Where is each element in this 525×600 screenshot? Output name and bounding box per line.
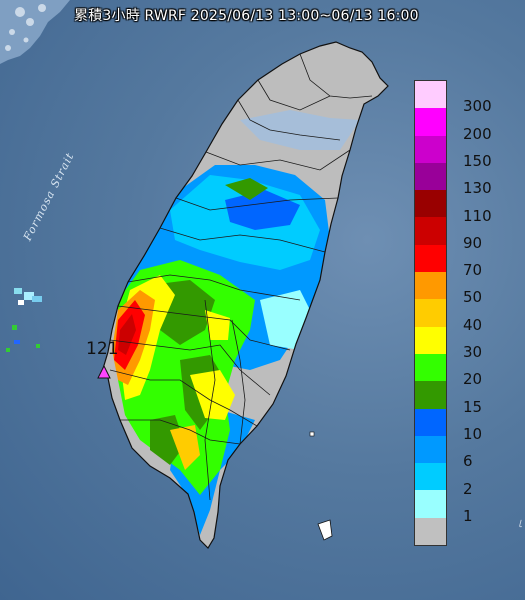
- legend-swatch: [415, 435, 446, 464]
- legend-swatch: [415, 108, 446, 136]
- legend-swatch: [415, 162, 446, 191]
- legend-label: 30: [463, 343, 483, 361]
- legend-label: 1: [463, 506, 473, 525]
- legend-swatch: [415, 135, 446, 163]
- peak-marker-icon: [97, 364, 111, 379]
- legend-label: 130: [463, 179, 492, 198]
- legend-swatch: [415, 490, 446, 518]
- legend-label: 70: [463, 261, 483, 280]
- cloud-specks: [5, 4, 46, 51]
- legend-swatch: [415, 517, 446, 546]
- corner-mark: ｌ: [515, 520, 525, 530]
- legend-swatch: [415, 244, 446, 273]
- penghu-islands: [6, 288, 42, 352]
- legend-swatch: [415, 190, 446, 218]
- legend-label: 110: [463, 206, 492, 225]
- legend-swatch: [415, 326, 446, 354]
- legend-swatch: [415, 272, 446, 300]
- legend-swatch: [415, 381, 446, 409]
- map-title: 累積3小時 RWRF 2025/06/13 13:00~06/13 16:00: [74, 8, 419, 24]
- legend-label: 20: [463, 370, 483, 389]
- eastern-islands: [309, 431, 333, 541]
- legend-label: 10: [463, 424, 483, 443]
- legend-swatch: [415, 81, 446, 109]
- legend-label: 90: [463, 233, 483, 252]
- legend-label: 40: [463, 315, 483, 334]
- legend-label: 50: [463, 288, 483, 307]
- island-outline: [101, 41, 389, 549]
- county-boundaries: [109, 53, 373, 501]
- legend-swatch: [415, 353, 446, 382]
- legend-label: 200: [463, 124, 492, 143]
- legend-label: 150: [463, 151, 492, 170]
- legend-swatch: [415, 408, 446, 436]
- taiwan-island: [101, 41, 389, 549]
- legend-swatch: [415, 217, 446, 245]
- legend-label: 2: [463, 479, 473, 498]
- legend-swatch: [415, 299, 446, 327]
- legend-swatch: [415, 463, 446, 491]
- legend-color-bar: [414, 80, 447, 547]
- legend-label: 6: [463, 452, 473, 471]
- legend-label: 300: [463, 97, 492, 116]
- peak-value-label: 121: [86, 339, 119, 359]
- legend-label: 15: [463, 397, 483, 416]
